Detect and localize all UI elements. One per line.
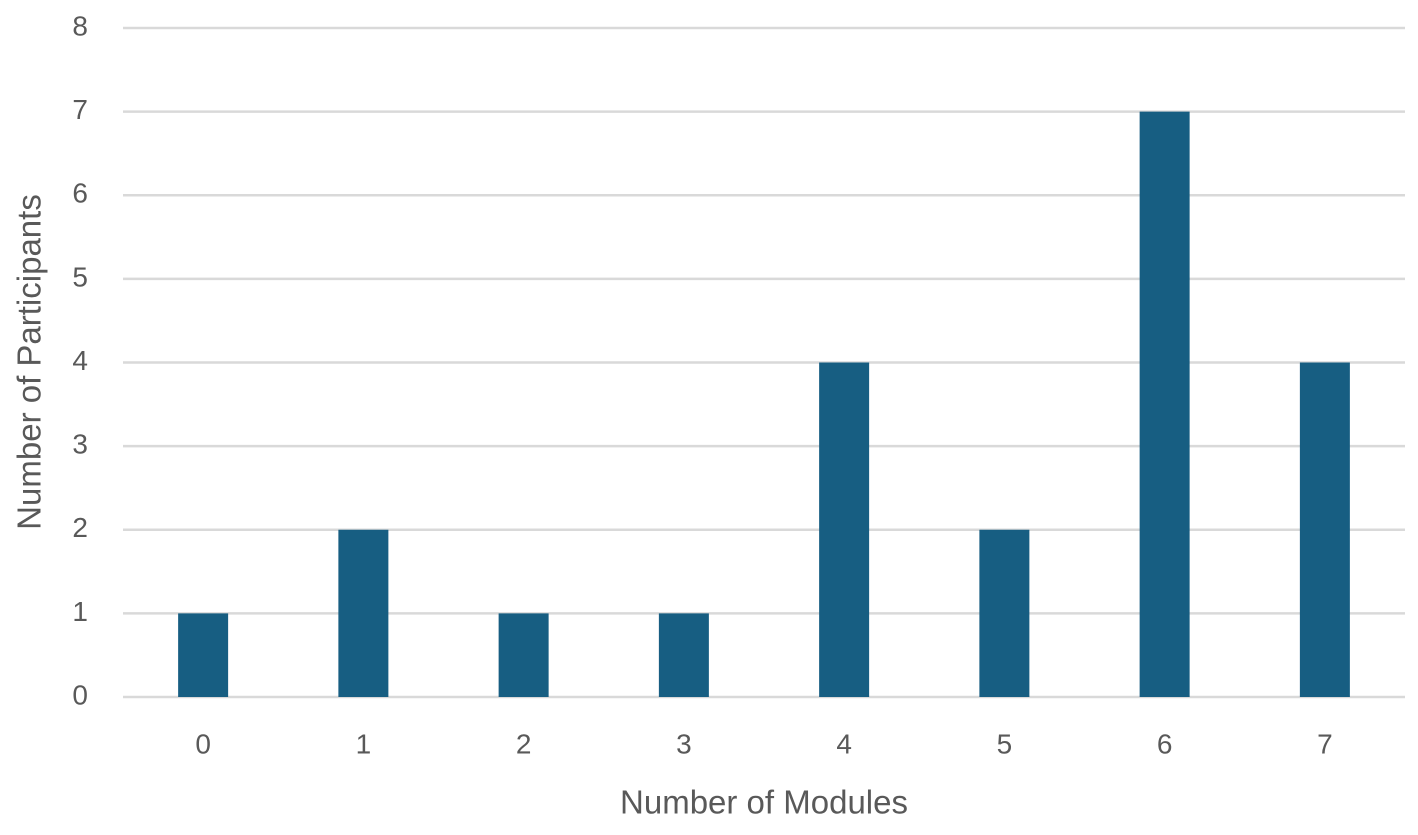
x-axis-title: Number of Modules [620,784,908,821]
y-axis-title: Number of Participants [11,194,48,530]
bar [979,529,1030,697]
bar [658,613,709,697]
bar [498,613,549,697]
y-tick-label: 8 [72,10,88,41]
y-tick-label: 2 [72,512,88,543]
bar [178,613,229,697]
bar [1139,111,1190,697]
x-tick-label: 1 [356,728,372,759]
x-tick-label: 0 [195,728,211,759]
x-tick-label: 6 [1157,728,1173,759]
y-tick-label: 1 [72,596,88,627]
bar [1299,362,1350,697]
y-tick-label: 5 [72,261,88,292]
x-tick-label: 7 [1317,728,1333,759]
y-tick-label: 7 [72,94,88,125]
x-tick-label: 3 [676,728,692,759]
y-tick-label: 6 [72,178,88,209]
y-tick-label: 4 [72,345,88,376]
bar [338,529,389,697]
bar [819,362,870,697]
y-tick-label: 0 [72,679,88,710]
x-tick-label: 4 [836,728,852,759]
x-tick-label: 2 [516,728,532,759]
y-tick-label: 3 [72,429,88,460]
x-tick-label: 5 [997,728,1013,759]
